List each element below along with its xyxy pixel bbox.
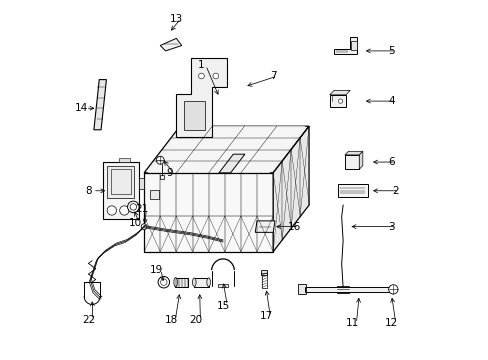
Bar bbox=[160, 175, 163, 179]
Circle shape bbox=[158, 276, 169, 288]
Circle shape bbox=[141, 224, 147, 229]
Circle shape bbox=[338, 99, 342, 103]
Text: 5: 5 bbox=[387, 46, 394, 56]
Ellipse shape bbox=[206, 278, 210, 287]
Text: 18: 18 bbox=[164, 315, 177, 325]
Text: 21: 21 bbox=[135, 204, 149, 214]
Ellipse shape bbox=[174, 278, 177, 287]
Polygon shape bbox=[273, 126, 308, 252]
Bar bbox=[111, 169, 130, 194]
Polygon shape bbox=[337, 184, 367, 197]
Bar bbox=[107, 166, 134, 198]
Bar bbox=[329, 95, 345, 107]
Bar bbox=[175, 278, 187, 287]
Text: 19: 19 bbox=[150, 265, 163, 275]
Text: 7: 7 bbox=[269, 71, 276, 81]
Text: 10: 10 bbox=[128, 218, 142, 228]
Bar bbox=[344, 155, 359, 169]
Bar bbox=[261, 270, 266, 275]
Circle shape bbox=[212, 73, 218, 79]
Polygon shape bbox=[94, 80, 106, 130]
Text: 9: 9 bbox=[165, 168, 172, 178]
Polygon shape bbox=[183, 101, 204, 130]
Text: 13: 13 bbox=[169, 14, 183, 24]
Text: 15: 15 bbox=[216, 301, 229, 311]
Polygon shape bbox=[219, 154, 244, 173]
Bar bbox=[150, 190, 159, 199]
Text: 20: 20 bbox=[189, 315, 202, 325]
Bar bbox=[350, 41, 356, 50]
Bar bbox=[119, 158, 129, 162]
Text: 22: 22 bbox=[81, 315, 95, 325]
Bar bbox=[336, 286, 349, 293]
Circle shape bbox=[107, 206, 116, 215]
Bar bbox=[194, 278, 208, 287]
Circle shape bbox=[127, 201, 139, 213]
Circle shape bbox=[198, 73, 204, 79]
Circle shape bbox=[156, 156, 164, 164]
Circle shape bbox=[120, 206, 129, 215]
Circle shape bbox=[130, 204, 136, 210]
Polygon shape bbox=[144, 173, 273, 252]
Circle shape bbox=[160, 279, 167, 285]
Text: 14: 14 bbox=[75, 103, 88, 113]
Text: 3: 3 bbox=[387, 222, 394, 231]
Polygon shape bbox=[344, 151, 362, 155]
Polygon shape bbox=[176, 58, 226, 137]
Polygon shape bbox=[144, 126, 308, 173]
Bar bbox=[102, 162, 139, 220]
Text: 2: 2 bbox=[391, 186, 398, 196]
Text: 17: 17 bbox=[259, 311, 272, 321]
Polygon shape bbox=[160, 39, 182, 51]
Text: 1: 1 bbox=[198, 60, 204, 70]
Bar bbox=[139, 178, 143, 189]
Polygon shape bbox=[147, 126, 305, 173]
Bar bbox=[218, 284, 227, 287]
Ellipse shape bbox=[192, 278, 196, 287]
Circle shape bbox=[388, 285, 397, 294]
Text: 8: 8 bbox=[85, 186, 92, 196]
Text: 11: 11 bbox=[345, 319, 358, 328]
Text: 16: 16 bbox=[287, 222, 301, 231]
Text: 12: 12 bbox=[384, 319, 397, 328]
Polygon shape bbox=[255, 221, 274, 232]
Polygon shape bbox=[359, 151, 362, 169]
Polygon shape bbox=[333, 37, 357, 54]
Text: 4: 4 bbox=[387, 96, 394, 106]
Polygon shape bbox=[329, 90, 349, 95]
Text: 6: 6 bbox=[387, 157, 394, 167]
Bar bbox=[297, 284, 305, 294]
Bar bbox=[305, 287, 394, 292]
